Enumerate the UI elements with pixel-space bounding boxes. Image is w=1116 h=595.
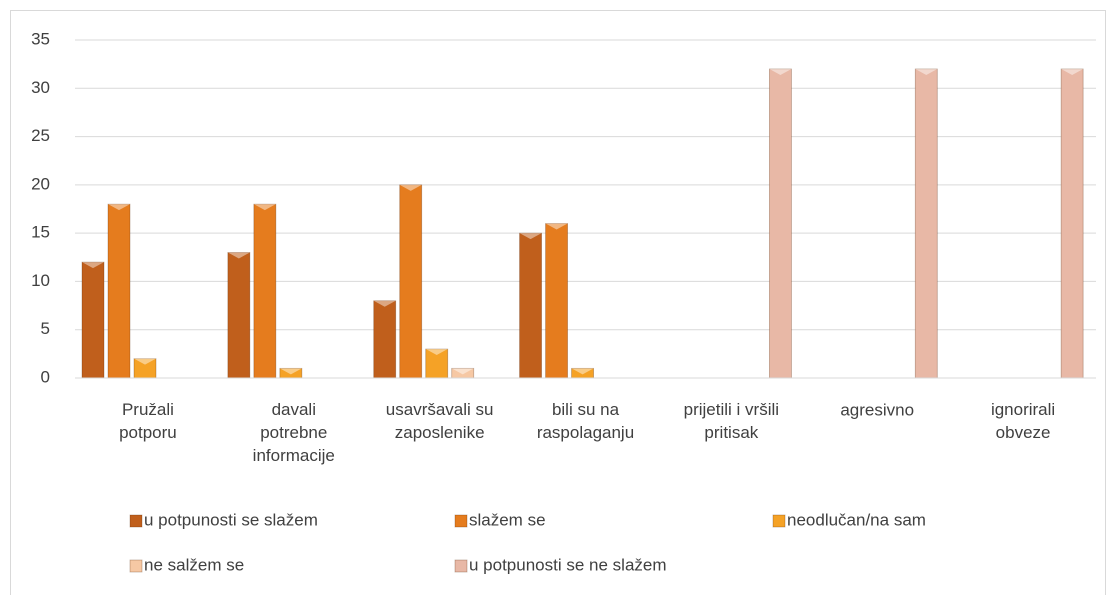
bar-cap — [82, 262, 104, 269]
bar-cap — [915, 68, 938, 75]
legend-swatch — [129, 514, 143, 528]
y-tick-label: 5 — [41, 319, 50, 338]
x-tick-label: ignorirali obveze — [991, 400, 1055, 442]
bar — [253, 203, 277, 379]
bar — [107, 203, 131, 379]
bar-cap — [373, 300, 396, 307]
y-tick-label: 20 — [31, 174, 50, 193]
bar-cap — [451, 368, 474, 375]
y-tick-label: 10 — [31, 271, 50, 290]
bar-cap — [545, 223, 568, 230]
x-tick-label: prijetili i vršili pritisak — [684, 400, 779, 442]
legend-label: neodlučan/na sam — [787, 510, 926, 529]
x-tick-label: davali potrebne informacije — [253, 400, 335, 465]
bar — [227, 252, 251, 379]
bar — [399, 184, 423, 379]
bar — [545, 223, 568, 379]
bar-cap — [108, 204, 130, 211]
bar-cap — [399, 184, 422, 191]
bar-cap — [519, 233, 542, 240]
bar — [519, 232, 542, 379]
legend-label: u potpunosti se slažem — [144, 510, 318, 529]
x-tick-label: bili su na raspolaganju — [537, 400, 634, 442]
bar — [914, 68, 938, 379]
bar-cap — [253, 204, 276, 211]
legend-swatch — [129, 559, 143, 573]
y-tick-label: 30 — [31, 78, 50, 97]
bar — [1060, 68, 1084, 379]
y-tick-label: 0 — [41, 367, 50, 386]
y-tick-label: 15 — [31, 223, 50, 242]
x-tick-label: usavršavali su zaposlenike — [386, 400, 494, 442]
bar-cap — [769, 68, 792, 75]
bar — [769, 68, 792, 379]
x-tick-label: agresivno — [840, 400, 914, 419]
x-tick-label: Pružali potporu — [119, 400, 177, 442]
y-tick-label: 25 — [31, 126, 50, 145]
bar-cap — [1061, 68, 1084, 75]
legend-swatch — [454, 514, 468, 528]
legend-swatch — [454, 559, 468, 573]
legend-label: u potpunosti se ne slažem — [469, 555, 667, 574]
bar-cap — [227, 252, 250, 259]
legend-swatch — [772, 514, 786, 528]
legend-label: ne salžem se — [144, 555, 244, 574]
y-tick-label: 35 — [31, 29, 50, 48]
bar — [373, 300, 397, 379]
legend-label: slažem se — [469, 510, 546, 529]
bar-cap — [134, 358, 156, 365]
bar-cap — [571, 368, 594, 375]
bar-cap — [425, 349, 448, 356]
bar — [81, 261, 105, 379]
bar-cap — [279, 368, 302, 375]
